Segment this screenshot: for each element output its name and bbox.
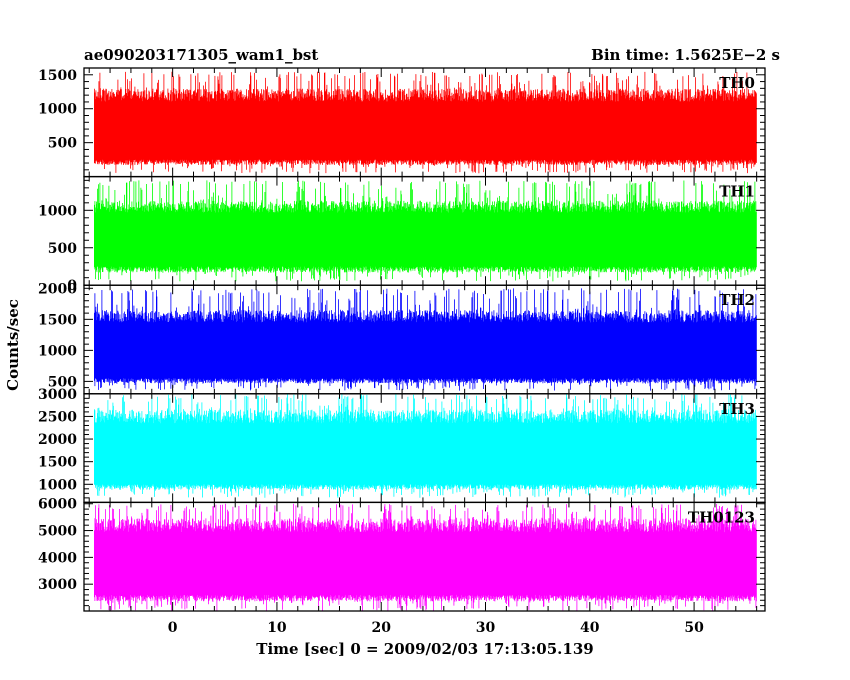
series-th0123 xyxy=(94,503,757,611)
x-tick-label: 50 xyxy=(684,620,704,636)
y-tick-label: 2000 xyxy=(38,432,77,448)
x-axis-label: Time [sec] 0 = 2009/02/03 17:13:05.139 xyxy=(256,640,593,658)
y-tick-label: 4000 xyxy=(38,550,77,566)
y-tick-label: 1500 xyxy=(38,68,77,84)
series-th1 xyxy=(94,180,757,282)
y-tick-label: 500 xyxy=(48,136,77,152)
series-th0 xyxy=(94,71,757,174)
y-tick-label: 5000 xyxy=(38,524,77,540)
y-tick-label: 0 xyxy=(67,278,77,294)
panel-th2: 500 1000 1500 2000 TH2 xyxy=(38,281,766,395)
series-th3 xyxy=(94,394,757,498)
x-tick-label: 0 xyxy=(168,620,178,636)
y-tick-label: 500 xyxy=(48,241,77,257)
y-tick-label: 1000 xyxy=(38,343,77,359)
y-tick-label: 1000 xyxy=(38,102,77,118)
chart-title: ae090203171305_wam1_bst xyxy=(84,46,318,64)
series-th2 xyxy=(94,288,757,391)
y-tick-label: 3000 xyxy=(38,577,77,593)
panel-th1: 0 500 1000 TH1 xyxy=(38,175,766,294)
y-tick-label: 6000 xyxy=(38,497,77,513)
series-label-th0: TH0 xyxy=(719,74,755,92)
series-label-th3: TH3 xyxy=(719,400,755,418)
bin-time-label: Bin time: 1.5625E−2 s xyxy=(591,46,780,64)
y-tick-label: 1500 xyxy=(38,312,77,328)
series-label-th0123: TH0123 xyxy=(688,508,755,526)
y-tick-label: 2000 xyxy=(38,281,77,297)
x-tick-label: 30 xyxy=(476,620,496,636)
panel-th0123: 3000 4000 5000 6000 TH0123 xyxy=(38,497,766,612)
x-tick-label: 10 xyxy=(267,620,287,636)
y-tick-label: 1500 xyxy=(38,455,77,471)
series-label-th2: TH2 xyxy=(719,291,755,309)
x-tick-label: 20 xyxy=(371,620,391,636)
y-tick-label: 2500 xyxy=(38,409,77,425)
y-axis-label: Counts/sec xyxy=(4,299,22,391)
series-label-th1: TH1 xyxy=(719,183,755,201)
panel-th3: 1000 1500 2000 2500 3000 TH3 xyxy=(38,387,766,504)
x-tick-label: 40 xyxy=(580,620,600,636)
panel-frame xyxy=(83,501,766,612)
y-tick-label: 1000 xyxy=(38,203,77,219)
y-tick-label: 3000 xyxy=(38,387,77,403)
y-tick-label: 500 xyxy=(48,374,77,390)
y-tick-label: 1000 xyxy=(38,477,77,493)
panel-th0: 500 1000 1500 TH0 xyxy=(38,67,766,178)
